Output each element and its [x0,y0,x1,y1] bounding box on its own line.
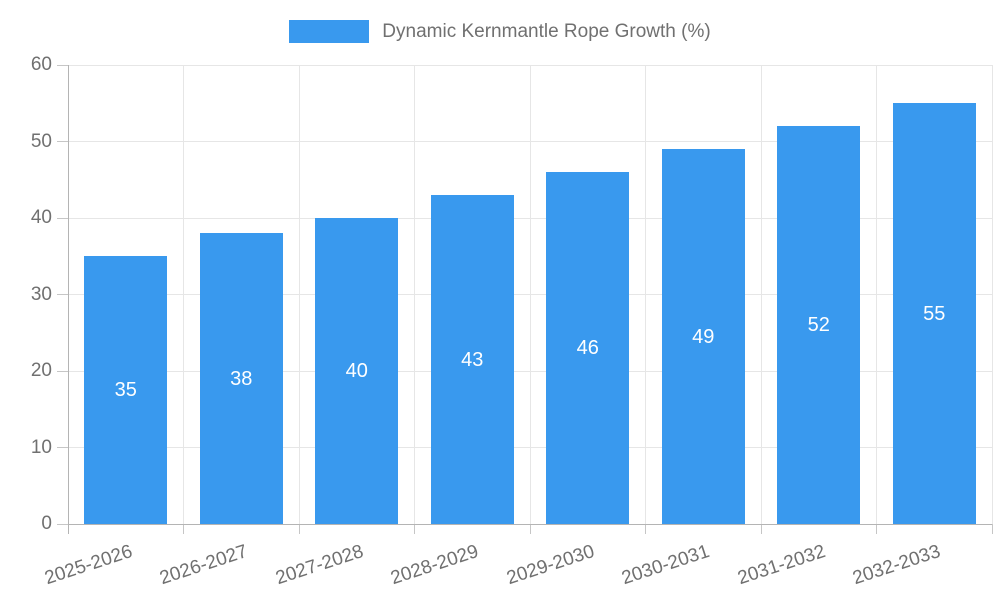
bar-value-label: 52 [807,314,830,337]
x-axis-tick-label: 2030-2031 [619,541,713,590]
bar[interactable] [315,218,399,524]
bar-value-label: 40 [345,360,368,382]
gridline-vertical [645,65,646,524]
bar[interactable] [777,126,861,524]
x-axis-tick [529,524,531,534]
bar-value-label: 38 [230,367,253,390]
x-axis-tick [298,524,300,534]
x-axis-tick-label: 2031-2032 [735,541,828,590]
bar-value-label: 55 [923,302,946,325]
y-axis-tick [57,217,68,219]
gridline-vertical [298,65,300,524]
bar[interactable] [892,103,976,524]
y-axis-tick [57,523,68,525]
y-axis-tick [57,294,68,295]
bar-value-label: 43 [461,348,484,371]
x-axis-line [68,523,992,525]
gridline-vertical [414,65,415,524]
y-axis-tick-label: 0 [41,513,52,535]
x-axis-tick-label: 2028-2029 [388,541,482,590]
gridline-vertical [529,65,531,524]
legend-swatch [289,20,370,43]
gridline-vertical [183,65,184,524]
x-axis-tick-label: 2027-2028 [273,541,366,590]
bar-value-label: 49 [692,325,715,348]
x-axis-tick [645,524,646,534]
y-axis-tick-label: 60 [30,54,52,76]
bar[interactable] [199,233,283,524]
gridline-vertical [876,65,877,524]
y-axis-tick [57,447,68,448]
bar[interactable] [430,195,514,524]
bar[interactable] [546,172,630,524]
y-axis-tick [57,370,68,372]
y-axis-tick [57,64,68,66]
x-axis-tick-label: 2026-2027 [157,541,251,590]
x-axis-tick-label: 2029-2030 [504,541,597,590]
x-axis-tick [183,524,184,534]
x-axis-tick [991,524,993,534]
x-axis-tick [876,524,877,534]
gridline-vertical [991,65,993,524]
y-axis-tick-label: 10 [30,436,52,458]
bar-value-label: 46 [576,337,599,360]
x-axis-tick [760,524,762,534]
x-axis-tick-label: 2025-2026 [42,541,135,590]
y-axis-tick-label: 30 [30,283,52,305]
legend-label: Dynamic Kernmantle Rope Growth (%) [382,20,711,42]
y-axis-tick [57,141,68,142]
x-axis-tick [414,524,415,534]
y-axis-tick-label: 50 [30,130,52,152]
bar[interactable] [84,256,168,524]
x-axis-tick-label: 2032-2033 [850,541,944,590]
y-axis-line [67,65,69,534]
chart-legend[interactable]: Dynamic Kernmantle Rope Growth (%) [0,20,1000,43]
gridline-vertical [760,65,762,524]
y-axis-tick-label: 20 [30,360,52,382]
y-axis-tick-label: 40 [30,207,52,229]
bar[interactable] [661,149,745,524]
bar-value-label: 35 [114,379,137,402]
